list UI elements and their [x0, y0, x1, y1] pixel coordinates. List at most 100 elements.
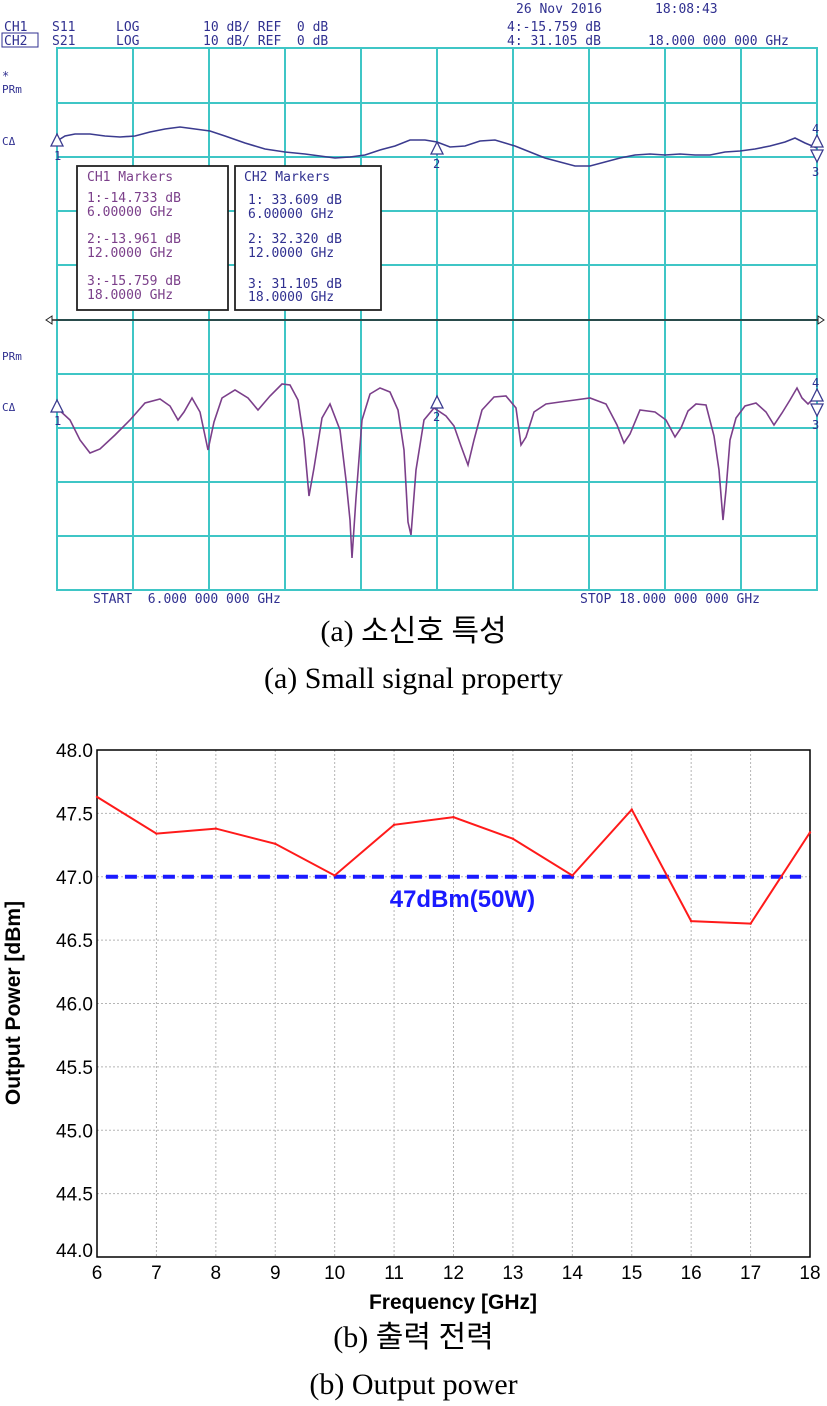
- plot-frame: [96, 749, 811, 1258]
- y-tick-label: 44.5: [56, 1185, 93, 1206]
- x-tick-label: 18: [799, 1263, 820, 1284]
- marker-num-3-upper: 3: [812, 165, 819, 179]
- ch2-marker-box: CH2 Markers 1: 33.609 dB 6.00000 GHz 2: …: [234, 165, 382, 311]
- marker-4-upper: [809, 133, 825, 148]
- ch2-scale: 10 dB/ REF 0 dB: [203, 34, 328, 49]
- marker-num-2-lower: 2: [433, 410, 440, 424]
- ch1-marker-title: CH1 Markers: [87, 170, 173, 185]
- chart-gridlines: [96, 749, 811, 1258]
- side-ca-2: CΔ: [2, 401, 16, 414]
- marker-2-lower: [429, 394, 445, 409]
- ch2-marker-2-value: 2: 32.320 dB: [248, 232, 342, 247]
- marker-2-upper: [429, 140, 445, 155]
- x-tick-label: 15: [621, 1263, 642, 1284]
- data-point: [274, 842, 277, 845]
- reference-marker-right: [817, 315, 825, 325]
- data-point: [392, 823, 396, 826]
- ch1-marker-box: CH1 Markers 1:-14.733 dB 6.00000 GHz 2:-…: [76, 165, 229, 311]
- network-analyzer-screen: 26 Nov 2016 18:08:43 CH1 S11 LOG 10 dB/ …: [1, 2, 825, 607]
- ch1-label: CH1: [4, 20, 27, 35]
- series-group: [95, 795, 812, 925]
- caption-a-korean: (a) 소신호 특성: [320, 615, 507, 648]
- x-axis-label: Frequency [GHz]: [369, 1291, 537, 1314]
- marker-3-upper: [809, 149, 825, 164]
- ch2-marker-3-value: 3: 31.105 dB: [248, 277, 342, 292]
- marker-num-4-lower: 4: [812, 376, 819, 390]
- ch2-marker-2-freq: 12.0000 GHz: [248, 246, 334, 261]
- y-axis-label: Output Power [dBm]: [2, 901, 25, 1105]
- ch2-marker-1-value: 1: 33.609 dB: [248, 193, 342, 208]
- marker-num-1-upper: 1: [54, 149, 61, 163]
- y-tick-labels: 44.0 44.5 45.0 45.5 46.0 46.5 47.0 47.5 48.0: [56, 741, 93, 1262]
- marker-freq-readout: 18.000 000 000 GHz: [648, 34, 789, 49]
- header-date: 26 Nov 2016: [516, 2, 602, 17]
- marker-3-lower: [809, 403, 825, 418]
- ch2-marker-1-freq: 6.00000 GHz: [248, 207, 334, 222]
- marker-ch2-readout: 4: 31.105 dB: [507, 34, 601, 49]
- data-point: [452, 815, 455, 819]
- ch2-format: LOG: [116, 34, 140, 49]
- x-tick-label: 8: [211, 1263, 222, 1284]
- data-point: [155, 832, 158, 835]
- x-tick-label: 10: [324, 1263, 345, 1284]
- ch1-scale: 10 dB/ REF 0 dB: [203, 20, 328, 35]
- data-point: [808, 831, 812, 834]
- data-point: [214, 827, 218, 830]
- x-tick-label: 14: [562, 1263, 584, 1284]
- side-star: *: [2, 69, 9, 83]
- marker-num-1-lower: 1: [54, 414, 61, 428]
- reference-line-group: 47dBm(50W): [105, 874, 802, 913]
- x-tick-label: 9: [270, 1263, 281, 1284]
- y-tick-label: 46.0: [56, 995, 93, 1016]
- data-point: [630, 808, 633, 811]
- marker-ch1-readout: 4:-15.759 dB: [507, 20, 601, 35]
- y-tick-label: 47.5: [56, 804, 93, 825]
- ch2-active-box: [1, 32, 39, 48]
- stop-frequency: STOP 18.000 000 000 GHz: [580, 592, 760, 607]
- x-tick-label: 12: [443, 1263, 464, 1284]
- data-point: [95, 795, 99, 799]
- x-tick-label: 16: [681, 1263, 702, 1284]
- ch1-marker-1-freq: 6.00000 GHz: [87, 205, 173, 220]
- y-tick-label: 48.0: [56, 741, 93, 762]
- side-prm-1: PRm: [2, 83, 22, 96]
- markers-upper: [49, 132, 825, 164]
- x-tick-label: 7: [151, 1263, 162, 1284]
- ch1-marker-1-value: 1:-14.733 dB: [87, 191, 181, 206]
- caption-a-english: (a) Small signal property: [263, 662, 564, 695]
- ch2-marker-title: CH2 Markers: [244, 170, 330, 185]
- reference-marker-left: [45, 315, 53, 325]
- marker-num-3-lower: 3: [812, 418, 819, 432]
- y-tick-label: 45.5: [56, 1058, 93, 1079]
- header-time: 18:08:43: [655, 2, 718, 17]
- y-tick-label: 45.0: [56, 1121, 93, 1142]
- ch1-param: S11: [52, 20, 75, 35]
- ch1-format: LOG: [116, 20, 140, 35]
- side-prm-2: PRm: [2, 350, 22, 363]
- x-tick-label: 17: [740, 1263, 761, 1284]
- output-power-chart: 44.0 44.5 45.0 45.5 46.0 46.5 47.0 47.5 48.0 6 7 8…: [2, 741, 821, 1314]
- caption-b-english: (b) Output power: [309, 1368, 518, 1401]
- y-tick-label: 44.0: [56, 1241, 93, 1262]
- marker-4-lower: [809, 387, 825, 402]
- data-point: [749, 922, 752, 925]
- marker-num-4-upper: 4: [812, 122, 819, 136]
- reference-line-label: 47dBm(50W): [390, 886, 535, 913]
- ch2-label: CH2: [4, 34, 27, 49]
- marker-1-lower: [49, 398, 65, 413]
- trace-ch1-s11: [56, 126, 818, 167]
- ch1-marker-3-value: 3:-15.759 dB: [87, 274, 181, 289]
- x-tick-label: 13: [502, 1263, 523, 1284]
- side-ca-1: CΔ: [2, 135, 16, 148]
- x-tick-label: 11: [384, 1263, 404, 1284]
- y-tick-label: 47.0: [56, 868, 93, 889]
- start-frequency: START 6.000 000 000 GHz: [93, 592, 281, 607]
- ch2-marker-3-freq: 18.0000 GHz: [248, 290, 334, 305]
- y-tick-label: 46.5: [56, 931, 93, 952]
- data-point: [511, 837, 515, 840]
- marker-1-upper: [49, 132, 65, 147]
- ch1-marker-3-freq: 18.0000 GHz: [87, 288, 173, 303]
- x-tick-label: 6: [92, 1263, 103, 1284]
- data-point: [689, 919, 693, 923]
- ch1-marker-2-value: 2:-13.961 dB: [87, 232, 181, 247]
